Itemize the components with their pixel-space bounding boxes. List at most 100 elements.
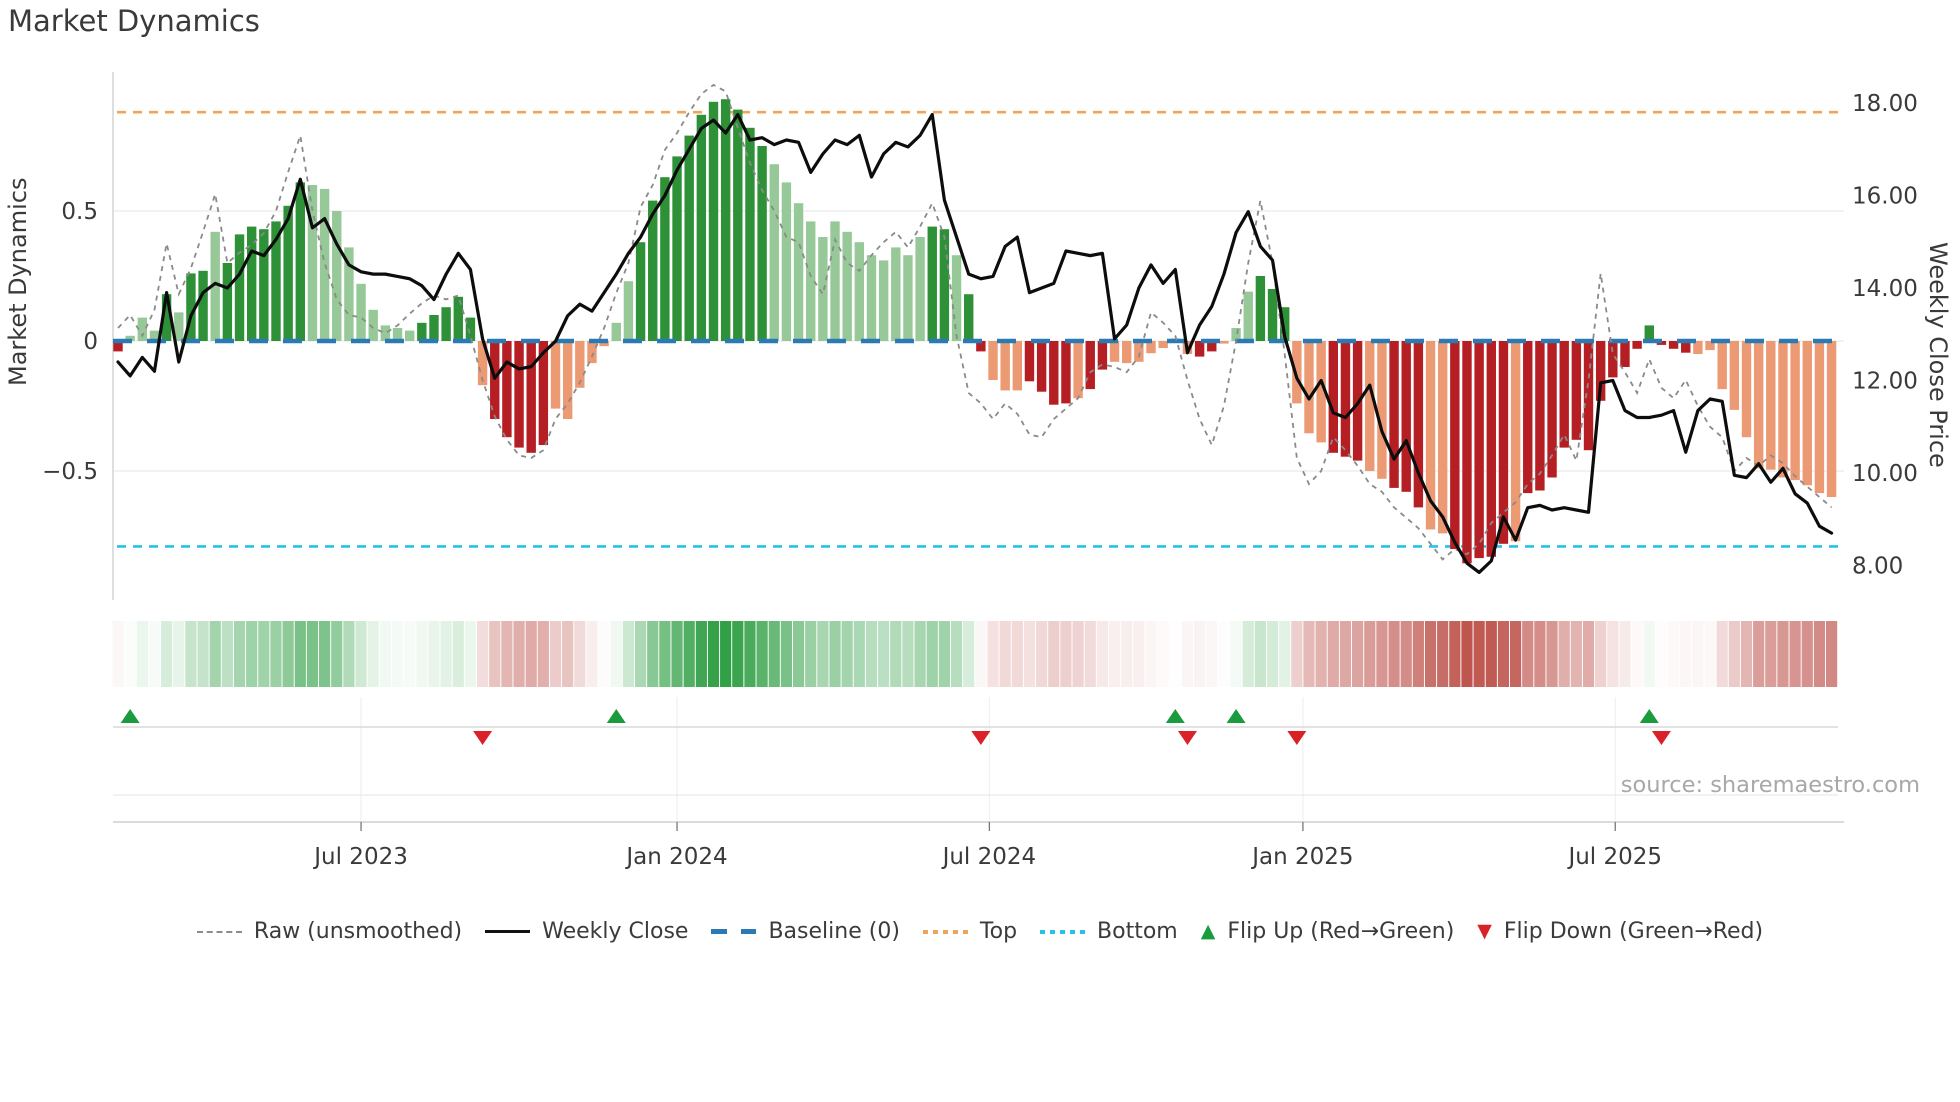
oscillator-bar [198, 270, 208, 341]
heatmap-cell [914, 621, 926, 687]
oscillator-bars [113, 99, 1837, 564]
oscillator-bar [441, 307, 451, 341]
heatmap-cell [586, 621, 598, 687]
heatmap-cell [1072, 621, 1084, 687]
oscillator-bar [708, 101, 719, 341]
heatmap-cell [671, 621, 683, 687]
heatmap-cell [379, 621, 391, 687]
heatmap-cell [148, 621, 161, 687]
oscillator-bar [1717, 341, 1727, 390]
legend-item: Bottom [1040, 919, 1178, 944]
oscillator-bar [1109, 341, 1120, 362]
oscillator-bar [1608, 341, 1618, 378]
oscillator-bar [976, 341, 986, 352]
oscillator-bar [550, 341, 561, 409]
oscillator-bar [1146, 341, 1156, 354]
marker-subplot [113, 697, 1844, 823]
heatmap-cell [331, 621, 343, 687]
heatmap-cell [1485, 621, 1497, 687]
oscillator-bar [964, 294, 974, 341]
heatmap-cell [792, 621, 805, 687]
heatmap-cell [1096, 621, 1108, 687]
heatmap-cell [1291, 621, 1303, 687]
oscillator-bar [1207, 341, 1217, 352]
oscillator-bar [1340, 341, 1351, 457]
oscillator-bar [745, 127, 755, 341]
oscillator-bar [1632, 341, 1642, 349]
oscillator-bar [1644, 325, 1654, 341]
flip-down-icon [1287, 731, 1307, 745]
oscillator-bar [1729, 341, 1740, 410]
oscillator-bar [137, 317, 148, 341]
oscillator-bar [1000, 341, 1010, 391]
heatmap-cell [1352, 621, 1364, 687]
oscillator-bar [1498, 341, 1509, 544]
oscillator-bar [1802, 341, 1812, 486]
legend: Raw (unsmoothed) Weekly Close Baseline (0)… [0, 919, 1960, 944]
oscillator-bar [1668, 341, 1679, 349]
oscillator-bar [502, 341, 512, 438]
oscillator-bar [1559, 341, 1569, 448]
dash-gray-swatch-icon [196, 930, 242, 933]
oscillator-bar [490, 341, 500, 419]
heatmap-cell [756, 621, 768, 687]
oscillator-bar [720, 99, 731, 341]
left-tick-label: 0 [83, 329, 98, 355]
oscillator-bar [587, 341, 597, 364]
heatmap-cell [744, 621, 756, 687]
oscillator-bar [1814, 341, 1825, 494]
heatmap-cell [233, 621, 246, 687]
heatmap-cell [720, 621, 732, 687]
heatmap-cell [428, 621, 440, 687]
heatmap-cell [1546, 621, 1558, 687]
oscillator-bar [332, 211, 342, 341]
oscillator-bar [854, 242, 865, 341]
heatmap-cell [1534, 621, 1546, 687]
x-tick-label: Jul 2025 [1566, 844, 1662, 870]
heatmap-cell [1133, 621, 1145, 687]
heatmap-cell [999, 621, 1011, 687]
dot-orange-swatch-icon [922, 929, 968, 934]
oscillator-bar [1790, 341, 1800, 481]
heatmap-cell [878, 621, 890, 687]
oscillator-bar [1279, 307, 1290, 341]
legend-item: ▲ Flip Up (Red→Green) [1201, 919, 1455, 944]
oscillator-bar [684, 135, 694, 341]
heatmap-cell [1777, 621, 1789, 687]
heatmap-cell [391, 621, 404, 687]
oscillator-bar [186, 273, 196, 341]
heatmap-cell [501, 621, 513, 687]
oscillator-bar [1571, 341, 1582, 440]
heatmap-cell [683, 621, 695, 687]
x-tick-label: Jan 2024 [624, 844, 727, 870]
heatmap-cell [1473, 621, 1485, 687]
heatmap-cell [695, 621, 707, 687]
flip-up-icon [1226, 709, 1246, 723]
oscillator-bar [174, 312, 184, 341]
weekly-close-line [116, 112, 1834, 575]
legend-item: Baseline (0) [711, 919, 900, 944]
heatmap-cell [902, 621, 914, 687]
heatmap-cell [306, 621, 319, 687]
x-tick-label: Jul 2024 [941, 844, 1037, 870]
heatmap-cell [780, 621, 793, 687]
legend-label: Bottom [1097, 919, 1178, 944]
oscillator-bar [429, 315, 439, 341]
oscillator-bar [635, 242, 646, 341]
oscillator-bar [1328, 341, 1338, 453]
legend-label: Baseline (0) [768, 919, 900, 944]
right-axis-ticks: 18.00 16.00 14.00 12.00 10.00 8.00 [1852, 91, 1918, 580]
oscillator-bar [246, 226, 257, 341]
oscillator-bar [1474, 341, 1484, 559]
heatmap-cell [1036, 621, 1048, 687]
legend-label: Top [979, 919, 1018, 944]
oscillator-bar [988, 341, 998, 380]
flip-up-icon [1165, 709, 1185, 723]
heatmap-cell [355, 621, 367, 687]
oscillator-bar [818, 237, 828, 341]
heatmap-cell [185, 621, 197, 687]
oscillator-bar [1097, 341, 1108, 370]
heatmap-cell [732, 621, 744, 687]
flip-down-icon: ▼ [1477, 920, 1492, 942]
